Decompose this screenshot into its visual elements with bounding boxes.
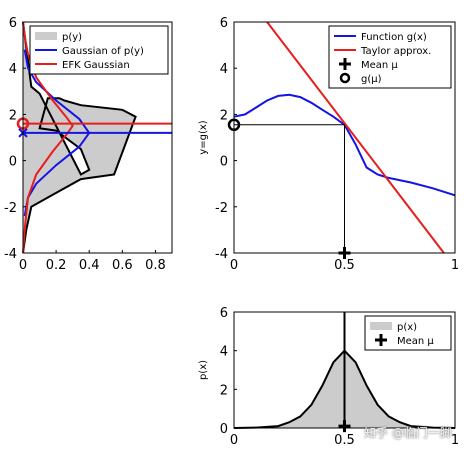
ytick-label-right-bottom: 6 [220,306,228,321]
xtick-label-left: 0.2 [46,258,67,273]
ytick-label-left: 2 [9,108,17,123]
legend-swatch-plus [339,58,351,70]
series-line-left-2 [22,21,74,254]
ytick-label-right-bottom: 2 [220,383,228,398]
legend-label-right-top: g(μ) [361,74,382,85]
ylabel-right-top: y=g(x) [198,120,209,154]
watermark: 知乎 @临门一脚 [364,426,452,440]
legend-swatch-fill [370,322,392,330]
panel-left [16,21,173,254]
ytick-label-left: -4 [4,247,17,262]
panel-right-bottom [233,311,456,433]
legend-label-left: EFK Gaussian [62,60,130,71]
ytick-label-right-top: 2 [220,108,228,123]
legend-swatch-circle [339,72,351,84]
legend-label-right-top: Mean μ [361,60,398,71]
ytick-label-right-top: 6 [220,16,228,31]
series-line-right-top-1 [266,21,445,254]
legend-label-right-bottom: Mean μ [397,336,434,347]
ytick-label-right-top: -4 [215,247,228,262]
legend-label-right-top: Function g(x) [361,32,427,43]
xtick-label-right-bottom: 0.5 [334,433,355,448]
xtick-label-left: 0 [19,258,27,273]
legend-swatch-plus [375,334,387,346]
xtick-label-right-top: 0.5 [334,258,355,273]
ylabel-right-bottom: p(x) [198,360,209,380]
ytick-label-left: 6 [9,16,17,31]
legend-box-right-bottom [364,315,452,351]
ytick-label-left: 4 [9,62,17,77]
legend-swatch-fill [35,32,57,40]
xtick-label-left: 0.4 [79,258,100,273]
legend-label-left: p(y) [62,32,82,43]
xtick-label-right-top: 1 [451,258,459,273]
xtick-label-right-top: 0 [230,258,238,273]
xtick-label-left: 0.8 [145,258,166,273]
ytick-label-right-top: 4 [220,62,228,77]
panel-right-top [227,21,456,259]
ytick-label-right-bottom: 0 [220,422,228,437]
ytick-label-right-top: 0 [220,155,228,170]
xtick-label-right-bottom: 0 [230,433,238,448]
xtick-label-left: 0.6 [112,258,133,273]
xtick-label-right-bottom: 1 [451,433,459,448]
legend-label-right-top: Taylor approx. [360,46,431,57]
legend-label-left: Gaussian of p(y) [62,46,144,57]
ytick-label-right-top: -2 [215,201,228,216]
axes-box-left [22,21,173,254]
legend-label-right-bottom: p(x) [397,322,417,333]
series-line-right-top-0 [233,93,456,197]
ytick-label-left: 0 [9,155,17,170]
series-line-left-0 [22,21,137,254]
ytick-label-right-bottom: 4 [220,345,228,360]
ytick-label-left: -2 [4,201,17,216]
